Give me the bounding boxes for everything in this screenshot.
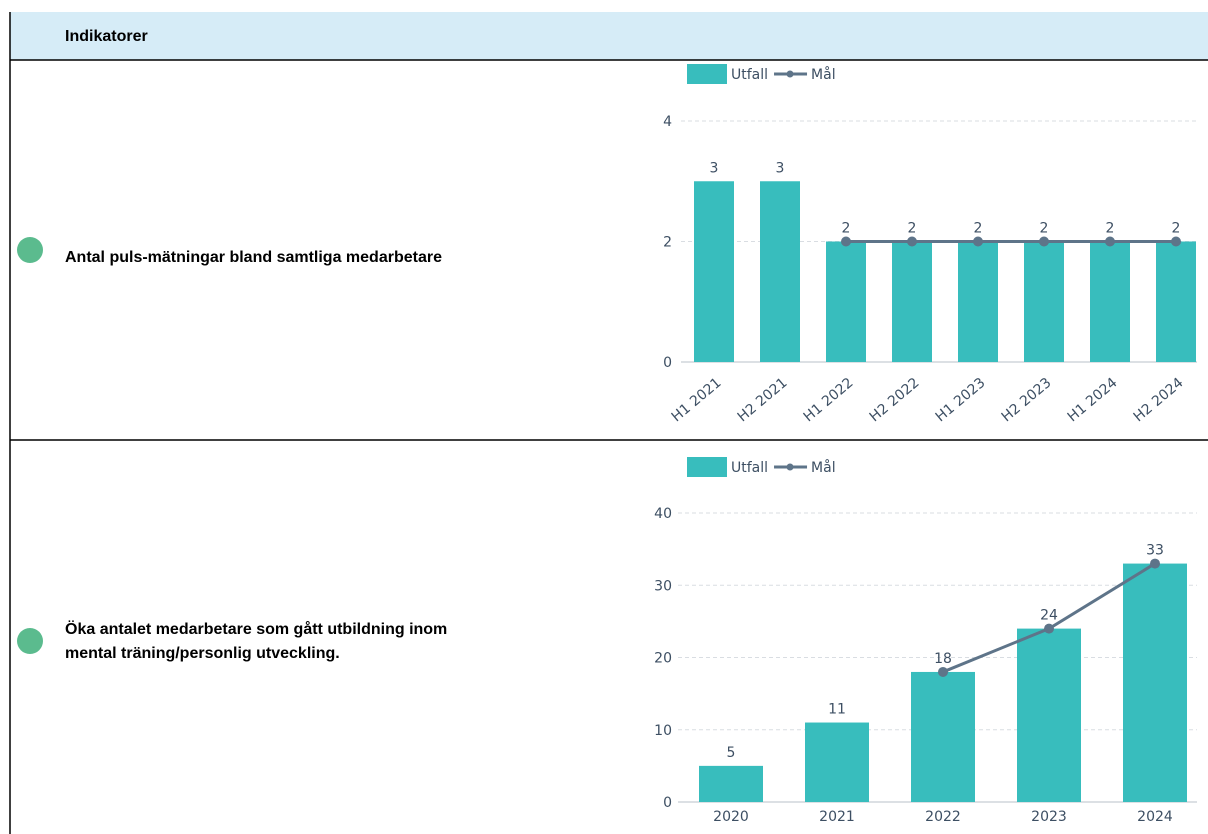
data-label: 2 [974,221,983,237]
x-tick-label: 2021 [819,809,855,825]
x-tick-label: H1 2024 [1065,375,1121,426]
bar [1123,563,1187,802]
x-tick-label: H2 2024 [1131,375,1187,426]
indicator-label: Öka antalet medarbetare som gått utbildn… [65,619,447,638]
data-label: 33 [1146,543,1164,559]
bar [958,241,998,362]
y-tick-label: 40 [654,506,672,522]
legend-swatch [786,463,794,471]
bar [1024,241,1064,362]
legend-label: Utfall [731,67,768,83]
data-label: 11 [828,702,846,718]
target-point [1105,236,1115,247]
data-label: 2 [908,221,917,237]
target-point [1150,558,1160,569]
x-tick-label: 2023 [1031,809,1067,825]
data-label: 2 [842,221,851,237]
y-tick-label: 0 [663,795,672,811]
legend-label: Mål [811,66,836,83]
bar [760,181,800,362]
data-label: 24 [1040,608,1058,624]
legend-label: Utfall [731,460,768,476]
bar [911,671,975,802]
y-tick-label: 30 [654,578,672,594]
target-point [973,236,983,247]
data-label: 2 [1106,221,1115,237]
x-tick-label: H2 2023 [999,375,1055,426]
target-point [907,236,917,247]
y-tick-label: 20 [654,651,672,667]
bar [1156,241,1196,362]
y-tick-label: 2 [663,235,672,251]
data-label: 18 [934,651,952,667]
x-tick-label: H2 2021 [735,375,791,426]
data-label: 3 [776,160,785,176]
indicator-label: mental träning/personlig utveckling. [65,645,340,662]
indicator-label: Antal puls-mätningar bland samtliga meda… [65,249,442,266]
x-tick-label: 2022 [925,809,961,825]
bar [699,765,763,802]
target-point [1171,236,1181,247]
data-label: 5 [727,745,736,761]
target-point [1044,623,1054,634]
target-point [1039,236,1049,247]
data-label: 2 [1172,221,1181,237]
bar [1090,241,1130,362]
legend-swatch [687,457,727,477]
legend-label: Mål [811,459,836,476]
x-tick-label: H1 2021 [669,375,725,426]
data-label: 2 [1040,221,1049,237]
status-dot [17,237,43,263]
legend-swatch [786,70,794,78]
target-point [841,236,851,247]
y-tick-label: 10 [654,723,672,739]
bar [892,241,932,362]
status-dot [17,628,43,654]
x-tick-label: H1 2023 [933,375,989,426]
y-tick-label: 4 [663,114,672,130]
data-label: 3 [710,160,719,176]
x-tick-label: 2020 [713,809,749,825]
header-band [10,12,1208,60]
bar [1017,628,1081,802]
header-title: Indikatorer [65,28,148,45]
bar [694,181,734,362]
x-tick-label: H1 2022 [801,375,857,426]
legend-swatch [687,64,727,84]
bar [826,241,866,362]
bar [805,722,869,802]
x-tick-label: 2024 [1137,809,1173,825]
y-tick-label: 0 [663,355,672,371]
x-tick-label: H2 2022 [867,375,923,426]
target-point [938,666,948,677]
